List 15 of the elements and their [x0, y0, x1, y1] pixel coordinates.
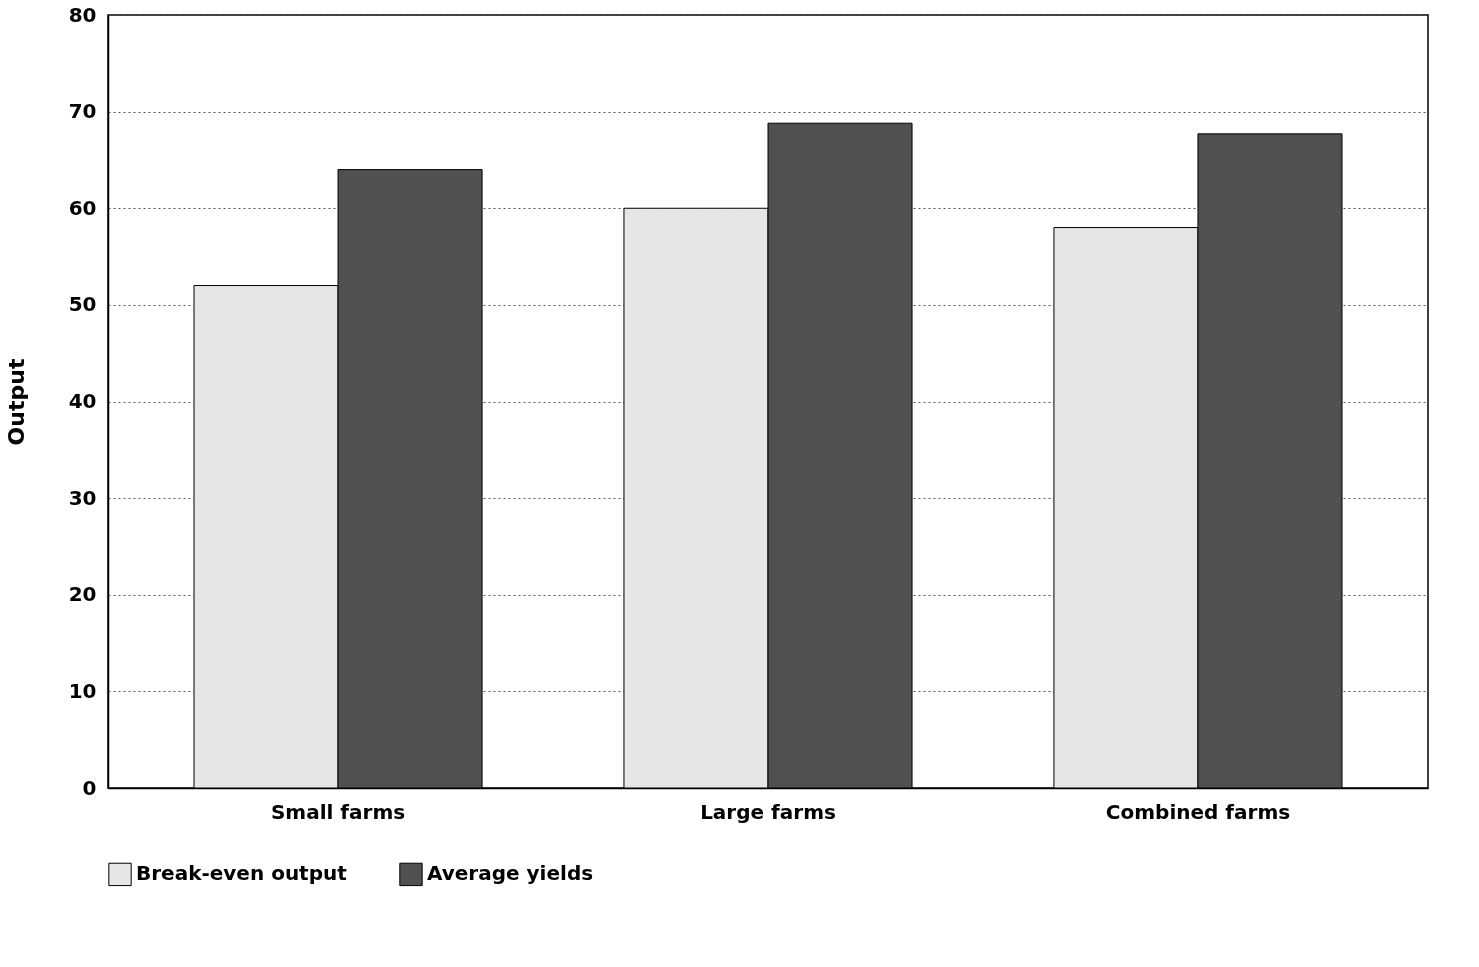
y-tick-label: 70 [68, 99, 97, 124]
x-tick-label: Large farms [700, 799, 836, 824]
y-axis-title: Output [3, 358, 29, 446]
y-tick-label: 80 [68, 2, 97, 27]
y-tick-label: 20 [68, 582, 97, 607]
legend-label: Break-even output [136, 861, 348, 886]
y-tick-label: 40 [68, 389, 97, 413]
y-tick-label: 60 [68, 195, 97, 220]
x-tick-label: Small farms [270, 799, 406, 824]
y-tick-label: 10 [68, 678, 97, 703]
y-tick-label: 50 [68, 292, 97, 317]
legend-label: Average yields [427, 861, 594, 886]
y-tick-label: 0 [82, 775, 97, 800]
y-tick-label: 30 [68, 485, 97, 510]
x-tick-label: Combined farms [1105, 799, 1291, 824]
